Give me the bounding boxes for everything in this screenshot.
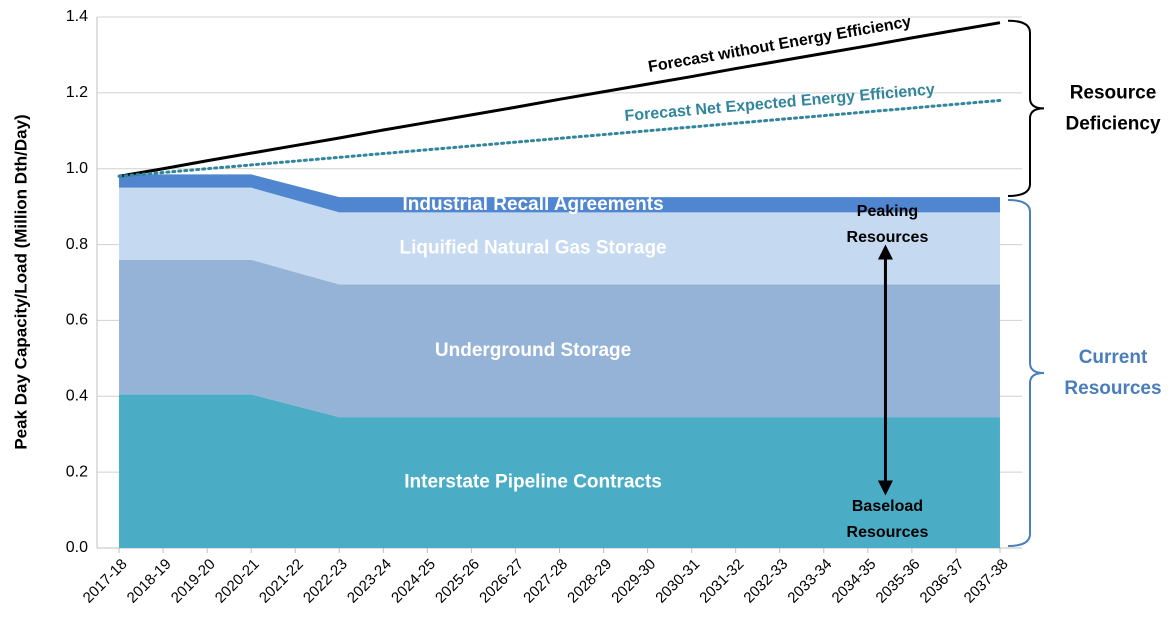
x-tick-label: 2037-38: [961, 556, 1012, 607]
area: [119, 259, 1000, 418]
y-tick-label: 1.4: [66, 8, 88, 25]
bracket-label: Resource: [1070, 82, 1157, 103]
bracket: [1007, 199, 1045, 547]
x-tick-label: 2028-29: [564, 556, 615, 607]
x-tick-label: 2027-28: [520, 556, 571, 607]
annotation: Peaking: [857, 203, 918, 220]
area: [119, 174, 1000, 213]
annotation: Baseload: [852, 498, 923, 515]
x-tick-label: 2031-32: [696, 556, 747, 607]
forecast-line: [118, 21, 1001, 178]
x-tick-label: 2017-18: [80, 556, 131, 607]
y-tick-label: 0.6: [66, 312, 88, 329]
bracket-label: Deficiency: [1065, 113, 1160, 134]
y-tick-label: 1.2: [66, 84, 88, 101]
x-tick-label: 2021-22: [256, 556, 307, 607]
x-tick-label: 2023-24: [344, 556, 395, 607]
y-tick-label: 0.0: [66, 539, 88, 556]
y-axis-label: Peak Day Capacity/Load (Million Dth/Day): [11, 114, 30, 449]
area-label: Interstate Pipeline Contracts: [404, 472, 662, 493]
x-tick-label: 2026-27: [476, 556, 527, 607]
area-label: Liquified Natural Gas Storage: [400, 237, 667, 258]
x-tick-label: 2033-34: [784, 556, 835, 607]
y-tick-label: 1.0: [66, 160, 88, 177]
area: [119, 187, 1000, 285]
x-tick-label: 2036-37: [917, 556, 968, 607]
y-tick-label: 0.4: [66, 388, 88, 405]
area-label: Underground Storage: [435, 340, 631, 361]
x-tick-label: 2024-25: [388, 556, 439, 607]
x-tick-label: 2032-33: [740, 556, 791, 607]
annotation: Resources: [847, 524, 929, 541]
line-label: Forecast Net Expected Energy Efficiency: [624, 81, 936, 125]
area: [119, 394, 1000, 548]
forecast-line: [117, 98, 1002, 178]
x-tick-label: 2030-31: [652, 556, 703, 607]
bracket-label: Current: [1079, 347, 1148, 368]
x-tick-label: 2035-36: [873, 556, 924, 607]
area-label: Industrial Recall Agreements: [402, 194, 663, 215]
bracket: [1007, 19, 1045, 197]
x-tick-label: 2019-20: [168, 556, 219, 607]
bracket-label: Resources: [1064, 378, 1161, 399]
x-tick-label: 2022-23: [300, 556, 351, 607]
x-tick-label: 2029-30: [608, 556, 659, 607]
x-tick-label: 2034-35: [829, 556, 880, 607]
annotation: Resources: [847, 229, 929, 246]
x-tick-label: 2020-21: [212, 556, 263, 607]
x-tick-label: 2018-19: [124, 556, 175, 607]
y-tick-label: 0.8: [66, 236, 88, 253]
y-tick-label: 0.2: [66, 463, 88, 480]
x-tick-label: 2025-26: [432, 556, 483, 607]
